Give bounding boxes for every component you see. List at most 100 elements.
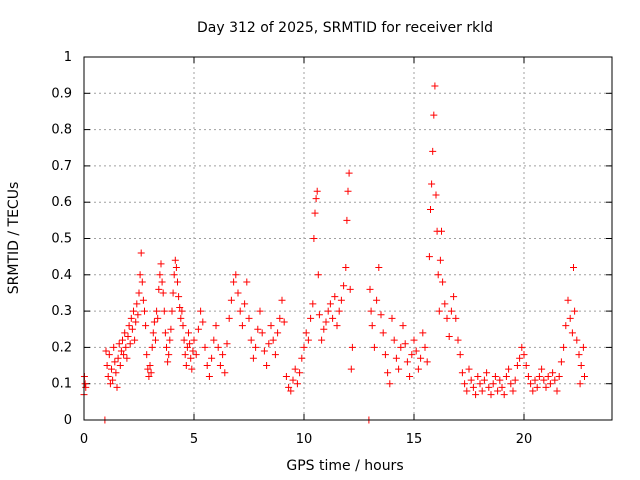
- data-point: [432, 191, 440, 199]
- data-point: [487, 391, 495, 399]
- data-point: [265, 340, 273, 348]
- data-point: [133, 300, 141, 308]
- data-point: [310, 235, 318, 242]
- data-point: [343, 216, 351, 224]
- data-point: [520, 351, 528, 359]
- y-tick-label: 0.5: [51, 232, 72, 247]
- data-point: [478, 387, 486, 395]
- data-point: [199, 318, 207, 326]
- data-point: [367, 307, 375, 315]
- data-point: [443, 314, 451, 322]
- data-point: [472, 391, 480, 399]
- data-point: [146, 362, 154, 370]
- data-point: [406, 372, 414, 380]
- data-point: [333, 322, 341, 330]
- data-point: [329, 314, 337, 322]
- data-point: [326, 300, 334, 308]
- data-point: [304, 336, 312, 344]
- data-point: [555, 372, 563, 380]
- data-point: [368, 322, 376, 330]
- data-point: [476, 380, 484, 388]
- data-point: [379, 329, 387, 337]
- data-point: [109, 376, 117, 384]
- data-point: [225, 314, 233, 322]
- y-tick-label: 0.8: [51, 123, 72, 138]
- data-point: [307, 314, 315, 322]
- data-point: [280, 318, 288, 326]
- data-point: [412, 347, 420, 355]
- data-point: [410, 336, 418, 344]
- data-point: [431, 82, 439, 90]
- axis-ticks: [83, 56, 612, 421]
- data-point: [203, 362, 211, 370]
- data-point: [377, 311, 385, 319]
- data-point: [441, 300, 449, 308]
- data-point: [298, 354, 306, 362]
- data-point: [124, 333, 132, 341]
- y-axis-label: SRMTID / TECUs: [6, 182, 22, 295]
- data-point: [435, 307, 443, 315]
- data-point: [108, 365, 115, 373]
- data-point: [189, 347, 197, 355]
- data-point: [159, 289, 167, 297]
- data-point: [546, 380, 554, 388]
- data-point: [465, 365, 473, 373]
- data-point: [139, 296, 147, 304]
- data-point: [278, 296, 286, 304]
- data-point: [82, 383, 90, 391]
- data-point: [149, 329, 157, 337]
- x-tick-label: 0: [80, 432, 88, 447]
- data-point: [116, 362, 124, 370]
- data-point: [348, 343, 356, 351]
- y-tick-label: 0.3: [51, 304, 72, 319]
- data-point: [395, 365, 403, 373]
- data-point: [384, 369, 392, 377]
- data-point: [105, 351, 113, 359]
- data-point: [120, 351, 128, 359]
- data-point: [522, 362, 530, 370]
- y-tick-label: 0: [64, 413, 72, 428]
- data-point: [171, 256, 179, 264]
- data-point: [392, 354, 400, 362]
- y-tick-label: 0.9: [51, 86, 72, 101]
- data-point: [158, 278, 166, 286]
- data-point: [161, 329, 169, 337]
- data-point: [524, 372, 532, 380]
- data-point: [267, 322, 275, 330]
- data-point: [366, 285, 374, 293]
- data-point: [529, 387, 537, 395]
- y-tick-label: 0.6: [51, 195, 72, 210]
- data-point: [568, 329, 576, 337]
- data-point: [165, 351, 173, 359]
- data-point: [577, 362, 585, 370]
- data-point: [194, 325, 202, 333]
- data-point: [540, 376, 548, 384]
- data-point: [399, 322, 407, 330]
- data-point: [538, 365, 546, 373]
- data-point: [245, 314, 253, 322]
- data-point: [566, 314, 574, 322]
- data-point: [485, 383, 493, 391]
- data-points: [80, 82, 588, 424]
- data-point: [208, 354, 216, 362]
- data-point: [511, 376, 519, 384]
- data-point: [131, 336, 139, 344]
- data-point: [347, 365, 355, 373]
- data-point: [313, 187, 321, 195]
- data-point: [342, 264, 350, 272]
- data-point: [417, 354, 425, 362]
- data-point: [285, 383, 293, 391]
- data-point: [533, 383, 541, 391]
- data-point: [535, 372, 543, 380]
- data-point: [132, 318, 140, 326]
- data-point: [571, 307, 579, 315]
- data-point: [227, 296, 235, 304]
- data-point: [425, 253, 433, 261]
- data-point: [507, 380, 515, 388]
- data-point: [148, 343, 156, 351]
- data-point: [170, 271, 178, 279]
- data-point: [182, 362, 190, 370]
- data-point: [216, 362, 224, 370]
- y-tick-label: 1: [64, 50, 72, 65]
